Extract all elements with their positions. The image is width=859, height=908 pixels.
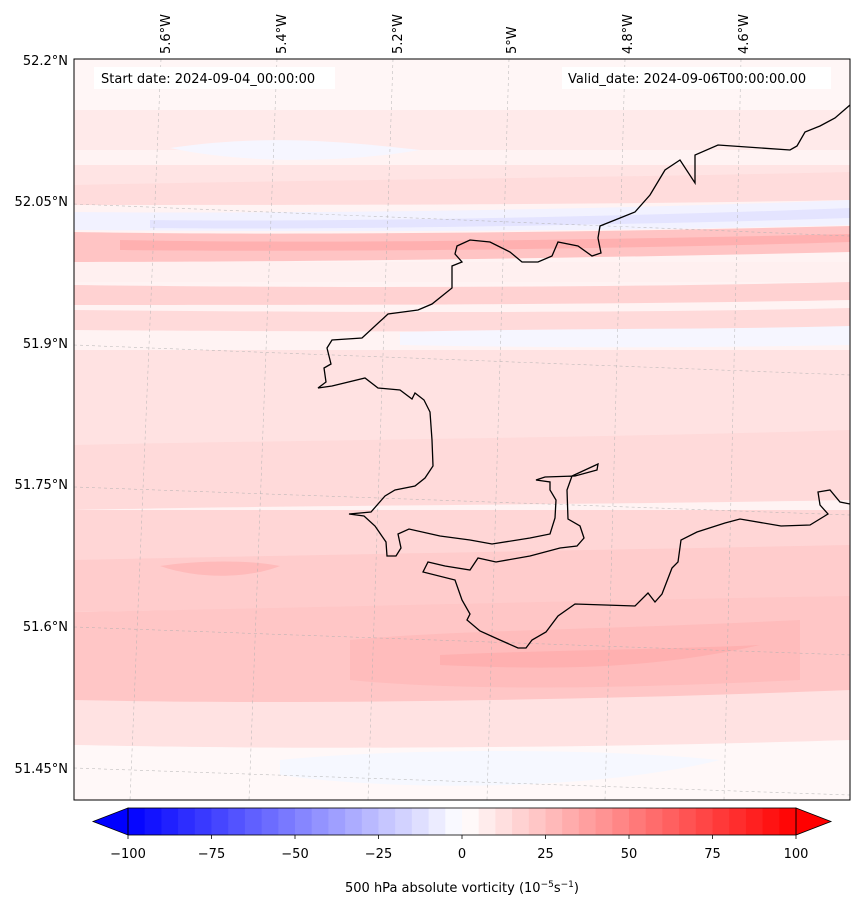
colorbar-cell bbox=[261, 808, 279, 835]
longitude-labels: 5.6°W 5.4°W 5.2°W 5°W 4.8°W 4.6°W bbox=[159, 14, 752, 54]
colorbar-cell bbox=[395, 808, 413, 835]
colorbar-cell bbox=[211, 808, 229, 835]
colorbar-cell bbox=[695, 808, 713, 835]
colorbar-cell bbox=[762, 808, 780, 835]
colorbar-cell bbox=[478, 808, 496, 835]
colorbar-title: 500 hPa absolute vorticity (10−5s−1) bbox=[345, 880, 579, 896]
colorbar-cell bbox=[562, 808, 580, 835]
lon-label: 5°W bbox=[505, 26, 520, 54]
lon-label: 5.6°W bbox=[159, 14, 174, 54]
colorbar-cell bbox=[194, 808, 212, 835]
start-date-box bbox=[94, 67, 335, 89]
colorbar-cell bbox=[578, 808, 597, 835]
colorbar-extend-max bbox=[795, 807, 833, 836]
colorbar-cell bbox=[445, 808, 463, 835]
latitude-labels: 52.2°N 52.05°N 51.9°N 51.75°N 51.6°N 51.… bbox=[15, 54, 68, 777]
colorbar-cell bbox=[595, 808, 613, 835]
map-panel[interactable]: Start date: 2024-09-04_00:00:00 Valid_da… bbox=[74, 59, 850, 800]
colorbar-cell bbox=[428, 808, 446, 835]
colorbar-tick-label: −75 bbox=[198, 847, 225, 862]
colorbar-cell bbox=[545, 808, 563, 835]
colorbar-tick-label: −25 bbox=[365, 847, 392, 862]
colorbar-extend-min bbox=[91, 807, 129, 836]
colorbar-cell bbox=[311, 808, 329, 835]
colorbar-cell bbox=[161, 808, 179, 835]
colorbar-cell bbox=[295, 808, 313, 835]
valid-date-label: Valid_date: 2024-09-06T00:00:00.00 bbox=[568, 72, 806, 87]
lat-label: 51.6°N bbox=[23, 620, 68, 635]
colorbar-cell bbox=[645, 808, 663, 835]
colorbar-cell bbox=[629, 808, 647, 835]
colorbar-cell bbox=[411, 808, 430, 835]
colorbar-tick-label: −100 bbox=[110, 847, 146, 862]
colorbar-cells bbox=[128, 808, 797, 835]
lon-label: 4.6°W bbox=[737, 14, 752, 54]
colorbar-tick-label: 25 bbox=[537, 847, 554, 862]
colorbar-cell bbox=[178, 808, 196, 835]
lat-label: 51.9°N bbox=[23, 337, 68, 352]
colorbar-cell bbox=[612, 808, 630, 835]
colorbar-cell bbox=[128, 808, 146, 835]
lon-label: 5.2°W bbox=[391, 14, 406, 54]
colorbar-cell bbox=[528, 808, 546, 835]
graticule bbox=[74, 59, 850, 800]
colorbar-cell bbox=[228, 808, 246, 835]
lat-label: 51.75°N bbox=[15, 478, 68, 493]
colorbar-tick-label: −50 bbox=[281, 847, 308, 862]
colorbar-tick-label: 0 bbox=[458, 847, 466, 862]
coastline bbox=[317, 104, 850, 649]
colorbar-cell bbox=[729, 808, 747, 835]
colorbar-cell bbox=[244, 808, 263, 835]
colorbar-cell bbox=[679, 808, 697, 835]
colorbar-cell bbox=[745, 808, 764, 835]
lon-label: 4.8°W bbox=[621, 14, 636, 54]
colorbar-cell bbox=[361, 808, 379, 835]
colorbar-tick-label: 100 bbox=[784, 847, 809, 862]
colorbar-cell bbox=[662, 808, 680, 835]
colorbar-tick-labels: −100 −75 −50 −25 0 25 50 75 100 bbox=[110, 847, 808, 862]
valid-date-box bbox=[562, 67, 831, 89]
colorbar-cell bbox=[462, 808, 480, 835]
colorbar-tick-label: 75 bbox=[704, 847, 721, 862]
colorbar-cell bbox=[278, 808, 296, 835]
vorticity-field bbox=[74, 59, 850, 800]
colorbar-cell bbox=[495, 808, 513, 835]
lat-label: 52.05°N bbox=[15, 195, 68, 210]
lat-label: 52.2°N bbox=[23, 54, 68, 69]
map-frame bbox=[73, 58, 851, 801]
lon-label: 5.4°W bbox=[275, 14, 290, 54]
colorbar-cell bbox=[345, 808, 363, 835]
colorbar-cell bbox=[712, 808, 730, 835]
colorbar-cell bbox=[512, 808, 530, 835]
start-date-label: Start date: 2024-09-04_00:00:00 bbox=[101, 72, 315, 87]
colorbar-cell bbox=[779, 808, 797, 835]
lat-label: 51.45°N bbox=[15, 762, 68, 777]
colorbar-cell bbox=[378, 808, 396, 835]
colorbar: −100 −75 −50 −25 0 25 50 75 100 500 hPa … bbox=[91, 807, 833, 896]
colorbar-tick-label: 50 bbox=[621, 847, 638, 862]
colorbar-ticks bbox=[127, 835, 797, 839]
colorbar-cell bbox=[328, 808, 346, 835]
colorbar-cell bbox=[144, 808, 162, 835]
